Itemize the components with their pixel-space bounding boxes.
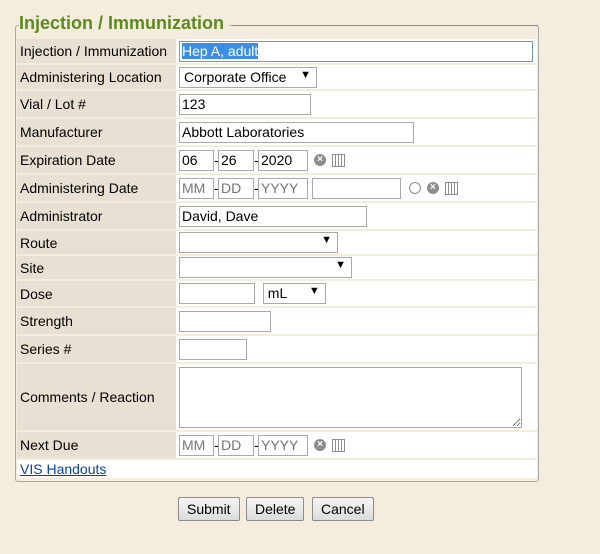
strength-label: Strength bbox=[17, 308, 176, 334]
route-select[interactable]: ▼ bbox=[179, 232, 338, 253]
site-select[interactable]: ▼ bbox=[179, 257, 352, 278]
dose-input[interactable] bbox=[179, 283, 255, 304]
legend-line bbox=[232, 25, 538, 26]
next-due-year[interactable] bbox=[258, 434, 308, 456]
vis-handouts-link[interactable]: VIS Handouts bbox=[20, 461, 107, 477]
series-label: Series # bbox=[17, 336, 176, 362]
chevron-down-icon: ▼ bbox=[308, 285, 320, 297]
form-title: Injection / Immunization bbox=[19, 13, 231, 34]
clear-icon[interactable]: × bbox=[314, 154, 326, 166]
chevron-down-icon: ▼ bbox=[335, 259, 346, 271]
expiration-day[interactable] bbox=[218, 149, 254, 171]
expiration-label: Expiration Date bbox=[17, 147, 176, 173]
admin-time[interactable] bbox=[311, 177, 401, 199]
admin-day[interactable] bbox=[218, 177, 254, 199]
calendar-icon[interactable] bbox=[332, 438, 345, 452]
dose-unit-select[interactable]: mL ▼ bbox=[262, 283, 326, 304]
lot-input[interactable] bbox=[179, 93, 311, 115]
location-label: Administering Location bbox=[17, 65, 176, 89]
cancel-button[interactable]: Cancel bbox=[312, 497, 374, 521]
series-input[interactable] bbox=[179, 338, 247, 360]
next-due-day[interactable] bbox=[218, 434, 254, 456]
administrator-input[interactable] bbox=[179, 205, 367, 227]
clear-icon[interactable]: × bbox=[426, 182, 439, 194]
manufacturer-input[interactable] bbox=[179, 121, 414, 143]
site-label: Site bbox=[17, 256, 176, 279]
admin-year[interactable] bbox=[258, 177, 308, 199]
clock-icon[interactable] bbox=[408, 182, 421, 194]
lot-label: Vial / Lot # bbox=[17, 91, 176, 117]
route-label: Route bbox=[17, 231, 176, 254]
calendar-icon[interactable] bbox=[332, 153, 345, 167]
admin-month[interactable] bbox=[179, 177, 214, 199]
administrator-label: Administrator bbox=[17, 203, 176, 229]
dose-label: Dose bbox=[17, 281, 176, 306]
immunization-form: Injection / Immunization Hep A, adult Ad… bbox=[17, 37, 537, 480]
comments-textarea[interactable] bbox=[179, 366, 522, 428]
clear-icon[interactable]: × bbox=[314, 439, 326, 451]
chevron-down-icon: ▼ bbox=[321, 234, 332, 246]
delete-button[interactable]: Delete bbox=[246, 497, 305, 521]
injection-input[interactable]: Hep A, adult bbox=[179, 40, 533, 62]
next-due-month[interactable] bbox=[179, 434, 214, 456]
expiration-month[interactable] bbox=[179, 149, 214, 171]
injection-label: Injection / Immunization bbox=[17, 39, 176, 63]
calendar-icon[interactable] bbox=[444, 181, 458, 195]
location-select[interactable]: Corporate Office ▼ bbox=[179, 66, 317, 88]
manufacturer-label: Manufacturer bbox=[17, 119, 176, 145]
comments-label: Comments / Reaction bbox=[17, 364, 176, 430]
submit-button[interactable]: Submit bbox=[178, 497, 240, 521]
expiration-year[interactable] bbox=[258, 149, 308, 171]
chevron-down-icon: ▼ bbox=[300, 68, 311, 81]
strength-input[interactable] bbox=[179, 310, 271, 332]
next-due-label: Next Due bbox=[17, 432, 176, 458]
administering-date-label: Administering Date bbox=[17, 175, 176, 201]
